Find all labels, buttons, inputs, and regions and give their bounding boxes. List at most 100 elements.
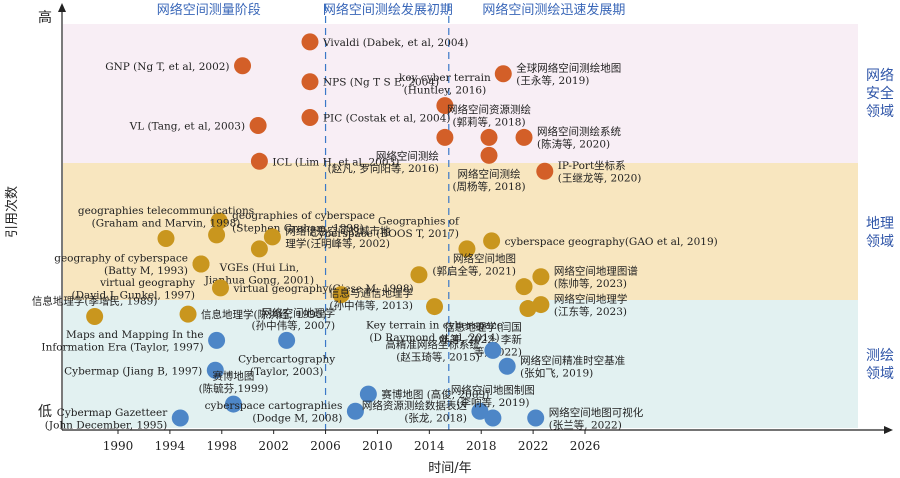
point-1-3	[263, 228, 281, 246]
point-label-2-4-0: Cybermap Gazetteer	[57, 407, 168, 419]
x-axis-label: 时间/年	[428, 461, 471, 476]
point-label-1-6-0: virtual geography	[99, 277, 195, 289]
domain-label-0-2: 领域	[866, 104, 894, 120]
point-0-0	[301, 33, 319, 51]
y-axis-label: 引用次数	[4, 186, 20, 238]
point-1-16	[532, 268, 550, 286]
point-label-1-11-0: 信息与通信地理学	[329, 287, 413, 300]
point-2-2	[206, 361, 224, 379]
point-label-1-9-0: 信息地理学(季增民, 1989)	[32, 295, 158, 308]
point-label-0-11-1: (陈涛等, 2020)	[537, 138, 610, 151]
point-label-1-7-0: virtual geography(Giese M, 1998)	[232, 283, 413, 295]
point-label-1-4-0: VGEs (Hui Lin,	[219, 262, 300, 274]
point-label-0-12-1: (王继龙等, 2020)	[558, 172, 642, 185]
point-0-4	[249, 116, 267, 134]
point-label-2-10-1: (李响等, 2019)	[456, 396, 529, 409]
point-2-7	[484, 341, 502, 359]
point-label-2-8-0: 网络空间精准时空基准	[520, 354, 625, 367]
point-label-1-0-1: (Stephen Graham, 1998)	[232, 222, 364, 234]
x-tick-label-3: 2002	[258, 439, 289, 453]
point-label-0-8-1: (王永等, 2019)	[516, 74, 589, 87]
point-0-10	[480, 146, 498, 164]
x-tick-label-9: 2026	[570, 439, 601, 453]
point-label-0-7-1: (赵凡, 罗向阳等, 2016)	[328, 162, 439, 175]
point-1-2	[208, 226, 226, 244]
point-label-0-9-0: 网络空间资源测绘	[447, 103, 531, 116]
point-2-0	[208, 331, 226, 349]
point-label-2-0-1: Information Era (Taylor, 1997)	[41, 342, 203, 354]
point-2-3	[224, 395, 242, 413]
x-ticks: 1990 1994 1998 2002 2006 2010 2014 2018 2022 2026	[103, 430, 601, 453]
point-label-1-8-1: (孙中伟等, 2007)	[252, 319, 336, 332]
point-label-0-11-0: 网络空间测绘系统	[537, 125, 621, 138]
point-label-0-8-0: 全球网络空间测绘地图	[516, 61, 621, 74]
point-2-4	[171, 409, 189, 427]
point-label-2-6-0: cyberspace cartographies	[205, 400, 343, 412]
point-label-0-1-0: GNP (Ng T, et al, 2002)	[105, 61, 229, 73]
point-label-0-6-1: (Huntley, 2016)	[404, 85, 487, 97]
point-label-1-4-1: Jianhua Gong, 2001)	[204, 274, 314, 286]
point-2-1	[278, 331, 296, 349]
point-label-1-16-1: (陈帅等, 2023)	[554, 277, 627, 290]
point-label-0-0-0: Vivaldi (Dabek, et al, 2004)	[322, 37, 468, 49]
point-label-2-8-1: (张如飞, 2019)	[520, 367, 593, 380]
x-tick-label-8: 2022	[518, 439, 549, 453]
point-label-2-11-1: (张兰等, 2022)	[549, 418, 622, 431]
point-label-1-18-1: (江东等, 2023)	[554, 305, 627, 318]
point-1-10	[179, 305, 197, 323]
y-high-label: 高	[38, 9, 52, 26]
point-label-1-6-1: (David J. Gunkel, 1997)	[71, 289, 195, 301]
point-2-6	[346, 402, 364, 420]
point-label-2-9-0: 网络资源测绘数据表达	[362, 399, 467, 412]
point-1-8	[332, 286, 350, 304]
point-label-1-17-1: 年等, 2022; 李新	[440, 333, 523, 346]
domain-label-1-0: 地理	[866, 216, 894, 232]
domain-label-2-1: 领域	[866, 366, 894, 382]
x-axis-arrow	[884, 426, 893, 434]
point-1-0	[210, 212, 228, 230]
point-label-2-9-1: (张龙, 2018)	[404, 411, 467, 424]
point-0-3	[301, 109, 319, 127]
point-label-1-1-1: (Graham and Marvin, 1998)	[92, 218, 241, 230]
point-label-0-12-0: IP-Port坐标系	[558, 160, 626, 172]
point-label-1-15-1: (郭启全等, 2021)	[432, 265, 516, 278]
point-1-6	[192, 255, 210, 273]
y-axis-arrow	[58, 3, 66, 12]
domain-label-0-1: 安全	[866, 85, 894, 102]
point-label-2-7-0: 高精准网络坐标系统	[385, 338, 480, 351]
point-0-11	[515, 128, 533, 146]
point-2-8	[498, 357, 516, 375]
point-1-15	[515, 278, 533, 296]
point-label-1-13-1: Cyberspace (BOOS T, 2017)	[311, 228, 459, 240]
point-label-1-12-1: (D Raymond et al, 2014)	[369, 332, 499, 344]
point-label-2-4-1: (John December, 1995)	[45, 419, 167, 431]
point-label-1-5-1: (Batty M, 1993)	[104, 265, 188, 277]
point-label-2-1-1: (Taylor, 2003)	[250, 366, 324, 378]
point-label-1-13-0: Geographies of	[378, 215, 460, 227]
point-label-1-8-0: 网络空间地理学	[262, 307, 336, 320]
point-label-0-3-0: PIC (Costak et al, 2004)	[323, 113, 451, 125]
point-1-9	[86, 308, 104, 326]
point-1-11	[410, 266, 428, 284]
x-tick-label-0: 1990	[103, 439, 134, 453]
data-points: Vivaldi (Dabek, et al, 2004) GNP (Ng T, e…	[32, 33, 718, 431]
band-1	[63, 163, 858, 300]
point-label-1-3-1: 理学(汪明峰等, 2002)	[285, 237, 390, 250]
point-label-2-5-0: 赛博地图 (高俊, 2009)	[381, 388, 489, 401]
point-label-0-2-0: NPS (Ng T S E, 2004)	[323, 77, 439, 89]
point-label-1-3-0: 网络信息空间的城市地	[285, 225, 390, 238]
phase-label-0: 网络空间测量阶段	[157, 2, 261, 18]
point-0-5	[250, 152, 268, 170]
point-label-2-0-0: Maps and Mapping In the	[66, 329, 204, 341]
x-tick-label-5: 2010	[362, 439, 393, 453]
point-label-2-3-0: 赛博地图	[212, 370, 254, 383]
point-label-2-10-0: 网络空间地图制图	[451, 384, 535, 397]
point-2-5	[359, 385, 377, 403]
point-label-2-2-0: Cybermap (Jiang B, 1997)	[64, 365, 202, 377]
phase-label-2: 网络空间测绘迅速发展期	[482, 2, 625, 18]
point-label-1-17-0: 信息地理学(闫国	[444, 321, 522, 334]
point-label-2-11-0: 网络空间地图可视化	[549, 406, 644, 419]
point-1-14	[483, 232, 501, 250]
